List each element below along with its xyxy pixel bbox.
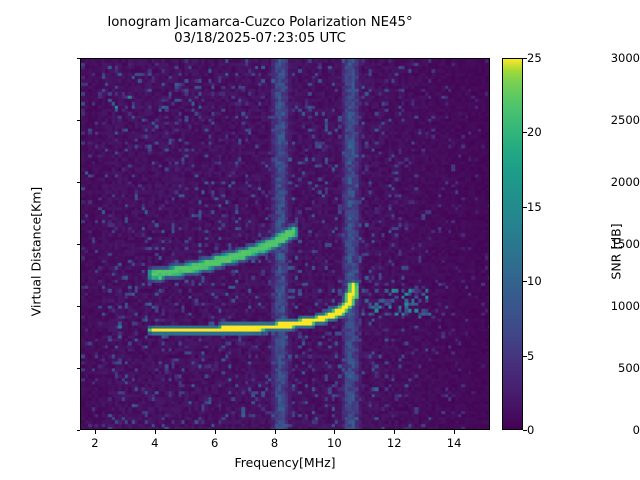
colorbar-tickmark-10 xyxy=(523,281,527,283)
y-tick-0: 0 xyxy=(632,423,640,437)
y-tick-2000: 2000 xyxy=(610,175,640,189)
x-tick-2: 2 xyxy=(91,436,99,450)
x-tickmark-12 xyxy=(394,430,396,434)
y-tick-3000: 3000 xyxy=(610,51,640,65)
y-tickmark-3000 xyxy=(76,58,80,59)
x-tick-10: 10 xyxy=(327,436,342,450)
figure-title-line1: Ionogram Jicamarca-Cuzco Polarization NE… xyxy=(107,15,413,30)
y-tick-1000: 1000 xyxy=(610,299,640,313)
x-tickmark-14 xyxy=(454,430,456,434)
colorbar-tickmark-25 xyxy=(523,58,527,59)
x-tickmark-2 xyxy=(94,430,96,434)
colorbar-tickmark-5 xyxy=(523,355,527,357)
y-tickmark-1500 xyxy=(76,244,80,245)
colorbar-tick-25: 25 xyxy=(527,51,542,65)
x-tickmark-10 xyxy=(334,430,336,434)
x-tick-8: 8 xyxy=(270,436,279,450)
figure-title-line2: 03/18/2025-07:23:05 UTC xyxy=(174,31,346,46)
x-tickmark-6 xyxy=(214,430,216,434)
colorbar-tickmark-20 xyxy=(523,132,527,134)
y-tickmark-2500 xyxy=(76,120,80,121)
colorbar-tickmark-0 xyxy=(523,430,527,431)
ionogram-plot-area xyxy=(80,58,490,430)
x-tickmark-8 xyxy=(274,430,276,434)
colorbar-label: SNR [dB] xyxy=(608,223,624,280)
colorbar-tickmark-15 xyxy=(523,206,527,208)
colorbar-tick-5: 5 xyxy=(527,348,535,363)
y-axis-label: Virtual Distance[Km] xyxy=(28,186,44,317)
x-tick-4: 4 xyxy=(151,436,159,450)
colorbar-tick-20: 20 xyxy=(527,125,542,140)
y-tick-1500: 1500 xyxy=(610,237,640,251)
y-tickmark-2000 xyxy=(76,182,80,183)
x-axis-label: Frequency[MHz] xyxy=(234,455,336,470)
x-tick-12: 12 xyxy=(386,436,402,450)
x-tickmark-4 xyxy=(154,430,156,434)
x-tick-14: 14 xyxy=(446,436,462,450)
snr-colorbar xyxy=(502,58,523,430)
colorbar-tick-10: 10 xyxy=(527,274,542,289)
y-tickmark-0 xyxy=(76,430,80,431)
y-tick-500: 500 xyxy=(618,361,640,375)
y-tickmark-1000 xyxy=(76,306,80,307)
x-tick-6: 6 xyxy=(210,436,219,450)
y-tickmark-500 xyxy=(76,368,80,369)
colorbar-tick-15: 15 xyxy=(527,199,542,214)
colorbar-tick-0: 0 xyxy=(527,423,535,437)
y-tick-2500: 2500 xyxy=(610,113,640,127)
ionogram-heatmap-canvas xyxy=(81,59,489,429)
